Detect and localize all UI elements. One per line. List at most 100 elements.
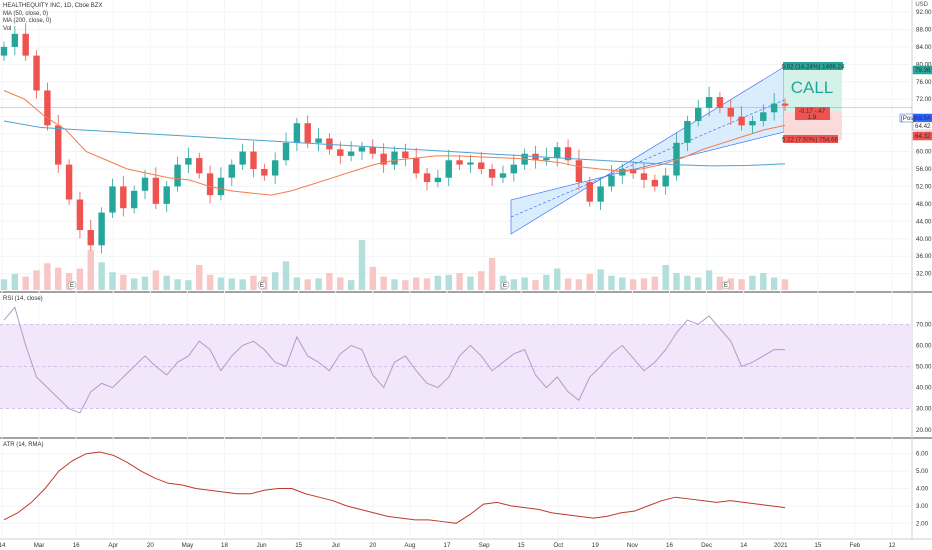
volume-bar bbox=[196, 265, 203, 290]
candle-body bbox=[770, 103, 778, 113]
x-tick-label: 15 bbox=[518, 542, 525, 549]
candle-body bbox=[716, 97, 724, 108]
volume-bar bbox=[380, 276, 387, 290]
volume-bar bbox=[22, 276, 29, 290]
mid-box bbox=[795, 107, 830, 120]
earnings-marker-text: E bbox=[260, 282, 264, 289]
candle-body bbox=[543, 158, 550, 161]
x-tick-label: Sep bbox=[479, 542, 491, 549]
volume-bar bbox=[456, 273, 463, 290]
earnings-marker-text: E bbox=[724, 282, 728, 289]
earnings-marker bbox=[67, 280, 77, 290]
volume-bar bbox=[716, 276, 724, 290]
volume-bar bbox=[141, 276, 149, 290]
price-tag-text: 69.54 bbox=[915, 115, 931, 122]
ma50-line bbox=[3, 90, 786, 196]
volume-bar bbox=[98, 262, 105, 290]
volume-bar bbox=[684, 275, 691, 290]
volume-bar bbox=[586, 273, 593, 290]
x-tick-label: 2021 bbox=[774, 542, 788, 549]
volume-bar bbox=[543, 274, 550, 290]
candle-body bbox=[130, 190, 138, 209]
volume-bar bbox=[662, 265, 669, 290]
candle-body bbox=[271, 160, 279, 176]
volume-bar bbox=[44, 263, 51, 290]
volume-bar bbox=[478, 271, 485, 290]
volume-bar bbox=[412, 277, 420, 290]
volume-bar bbox=[673, 273, 680, 290]
y-tick-label: 40.00 bbox=[916, 236, 932, 243]
candle-body bbox=[640, 173, 648, 180]
volume-bar bbox=[553, 268, 561, 290]
x-tick-label: 14 bbox=[0, 542, 6, 549]
x-tick-label: Feb bbox=[850, 542, 861, 549]
candle-body bbox=[65, 164, 73, 200]
candle-body bbox=[510, 164, 518, 174]
volume-bar bbox=[629, 279, 637, 290]
candle-body bbox=[423, 173, 431, 183]
candle-body bbox=[87, 230, 94, 246]
rsi-tick-label: 50.00 bbox=[916, 364, 932, 371]
candle-body bbox=[488, 168, 496, 178]
mid-box-text: -0.17 -.47 bbox=[799, 108, 826, 115]
volume-bar bbox=[228, 278, 236, 290]
x-tick-label: Nov bbox=[627, 542, 639, 549]
volume-bar bbox=[749, 275, 756, 290]
volume-bar bbox=[347, 280, 355, 290]
rsi-line bbox=[3, 306, 785, 414]
price-tag-text: 79.36 bbox=[915, 67, 931, 74]
x-tick-label: 18 bbox=[221, 542, 228, 549]
x-tick-label: May bbox=[182, 542, 195, 549]
volume-bar bbox=[87, 249, 94, 290]
candle-body bbox=[250, 151, 257, 169]
volume-bar bbox=[163, 275, 170, 290]
rsi-tick-label: 30.00 bbox=[916, 406, 932, 413]
volume-bar bbox=[109, 272, 116, 290]
candle-body bbox=[695, 107, 702, 122]
price-tag-text: 64.32 bbox=[915, 133, 931, 140]
y-tick-label: 48.00 bbox=[916, 201, 932, 208]
price-tag-text: 64.42 bbox=[915, 123, 931, 130]
atr-tick-label: 4.00 bbox=[916, 486, 929, 493]
candle-body bbox=[228, 164, 236, 178]
x-tick-label: Dec bbox=[701, 542, 712, 549]
atr-tick-label: 2.00 bbox=[916, 520, 929, 527]
candle-body bbox=[98, 212, 105, 246]
volume-bar bbox=[152, 270, 160, 290]
x-tick-label: Jul bbox=[332, 542, 340, 549]
candle-body bbox=[673, 142, 680, 176]
legend-ma50: MA (50, close, 0) bbox=[3, 10, 49, 17]
volume-bar bbox=[608, 275, 615, 290]
volume-bar bbox=[597, 269, 604, 290]
candle-body bbox=[11, 33, 19, 47]
call-label: CALL bbox=[791, 78, 834, 97]
stop-box-text: 5.22 (7.50%) 754.66 bbox=[782, 137, 839, 144]
candle-body bbox=[456, 160, 463, 165]
y-tick-label: 80.00 bbox=[916, 61, 932, 68]
candle-body bbox=[727, 107, 734, 117]
volume-bar bbox=[250, 275, 257, 290]
candle-body bbox=[33, 55, 40, 91]
x-tick-label: Mar bbox=[34, 542, 45, 549]
trend-channel bbox=[510, 66, 785, 235]
volume-bar bbox=[315, 278, 322, 290]
target-box-text: 9.02 (14.24%) 1466.24 bbox=[782, 64, 846, 71]
y-tick-label: 72.00 bbox=[916, 96, 932, 103]
candle-body bbox=[445, 160, 452, 178]
candle-body bbox=[434, 177, 442, 183]
candle-body bbox=[705, 97, 713, 108]
pos-tag bbox=[899, 113, 914, 123]
candle-body bbox=[499, 173, 507, 178]
candle-body bbox=[412, 158, 420, 174]
volume-bar bbox=[326, 273, 333, 290]
legend-vol: Vol bbox=[3, 25, 12, 32]
atr-tick-label: 3.00 bbox=[916, 503, 929, 510]
candle-body bbox=[749, 121, 756, 126]
ma200-line bbox=[3, 120, 786, 167]
volume-bar bbox=[11, 273, 19, 290]
candle-body bbox=[185, 158, 192, 165]
volume-bar bbox=[55, 267, 62, 290]
y-tick-label: 52.00 bbox=[916, 183, 932, 190]
y-tick-label: 60.00 bbox=[916, 149, 932, 156]
